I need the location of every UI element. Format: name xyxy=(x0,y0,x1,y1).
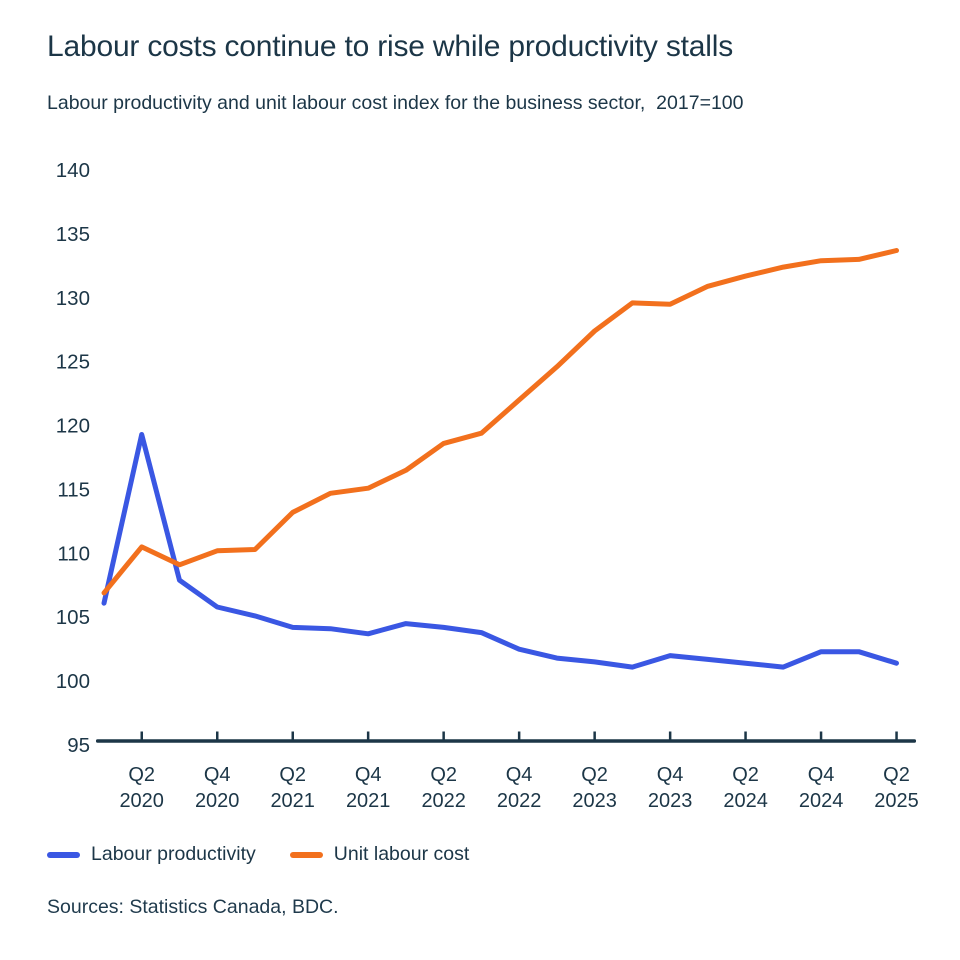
x-axis-label-year: 2021 xyxy=(346,790,391,812)
x-axis-tick xyxy=(216,731,219,740)
x-axis-label-year: 2023 xyxy=(648,790,693,812)
x-axis-label-year: 2023 xyxy=(572,790,617,812)
y-axis-tick-label: 130 xyxy=(56,287,90,310)
chart-title: Labour costs continue to rise while prod… xyxy=(47,30,734,63)
x-axis-tick xyxy=(895,731,898,740)
y-axis-tick-label: 135 xyxy=(56,223,90,246)
x-axis-tick xyxy=(593,731,596,740)
x-axis-label-quarter: Q2 xyxy=(430,764,457,786)
legend: Labour productivity Unit labour cost xyxy=(47,843,469,866)
x-axis-label-quarter: Q4 xyxy=(506,764,533,786)
x-axis-label-quarter: Q4 xyxy=(808,764,835,786)
y-axis-tick-label: 100 xyxy=(56,670,90,693)
legend-item-unit-labour-cost: Unit labour cost xyxy=(289,843,470,866)
legend-label-unit-labour-cost: Unit labour cost xyxy=(333,843,470,865)
x-axis-label-quarter: Q4 xyxy=(657,764,684,786)
x-axis-label-year: 2024 xyxy=(723,790,768,812)
x-axis-label-quarter: Q2 xyxy=(581,764,608,786)
x-axis-label-quarter: Q2 xyxy=(732,764,759,786)
legend-swatch-labour-productivity xyxy=(47,851,80,858)
chart-subtitle: Labour productivity and unit labour cost… xyxy=(47,92,744,114)
y-axis-tick-label: 140 xyxy=(56,159,90,182)
y-axis-tick-label: 105 xyxy=(56,606,90,629)
y-axis-tick-label: 115 xyxy=(57,478,90,501)
legend-item-labour-productivity: Labour productivity xyxy=(47,843,256,866)
x-axis-label-quarter: Q4 xyxy=(355,764,382,786)
series-line-unit-labour-cost xyxy=(101,248,899,596)
x-axis-tick xyxy=(819,731,823,740)
x-axis-label-year: 2022 xyxy=(421,790,466,812)
x-axis-label-year: 2020 xyxy=(119,790,164,812)
x-axis-tick xyxy=(668,731,672,740)
legend-label-labour-productivity: Labour productivity xyxy=(91,843,256,865)
x-axis-line xyxy=(96,739,916,743)
sources-note: Sources: Statistics Canada, BDC. xyxy=(47,896,339,918)
x-axis-label-year: 2024 xyxy=(799,790,844,812)
y-axis-tick-label: 110 xyxy=(57,542,90,565)
legend-swatch-unit-labour-cost xyxy=(289,851,323,858)
x-axis-tick xyxy=(291,731,294,740)
x-axis-label-quarter: Q2 xyxy=(883,764,910,786)
line-chart: 140 135 130 125 120 115 110 105 100 95 Q2 2020 Q4 202… xyxy=(0,130,960,830)
x-axis-tick xyxy=(140,731,143,740)
x-axis-label-quarter: Q2 xyxy=(279,764,306,786)
x-axis-label-year: 2020 xyxy=(195,790,240,812)
y-axis-tick-label: 95 xyxy=(67,734,90,757)
x-axis-label-quarter: Q4 xyxy=(204,764,231,786)
series-line-labour-productivity xyxy=(101,432,899,670)
x-axis-label-year: 2025 xyxy=(874,790,919,812)
x-axis-label-year: 2021 xyxy=(270,790,315,812)
x-axis-tick xyxy=(442,731,445,740)
line-chart-svg: 140 135 130 125 120 115 110 105 100 95 Q2 2020 Q4 202… xyxy=(56,159,919,812)
x-axis-tick xyxy=(366,731,370,740)
y-axis-tick-label: 120 xyxy=(56,415,90,438)
y-axis-tick-label: 125 xyxy=(56,351,90,374)
x-axis-label-quarter: Q2 xyxy=(128,764,155,786)
x-axis-tick xyxy=(744,731,747,740)
x-axis-tick xyxy=(517,731,521,740)
x-axis-label-year: 2022 xyxy=(497,790,542,812)
